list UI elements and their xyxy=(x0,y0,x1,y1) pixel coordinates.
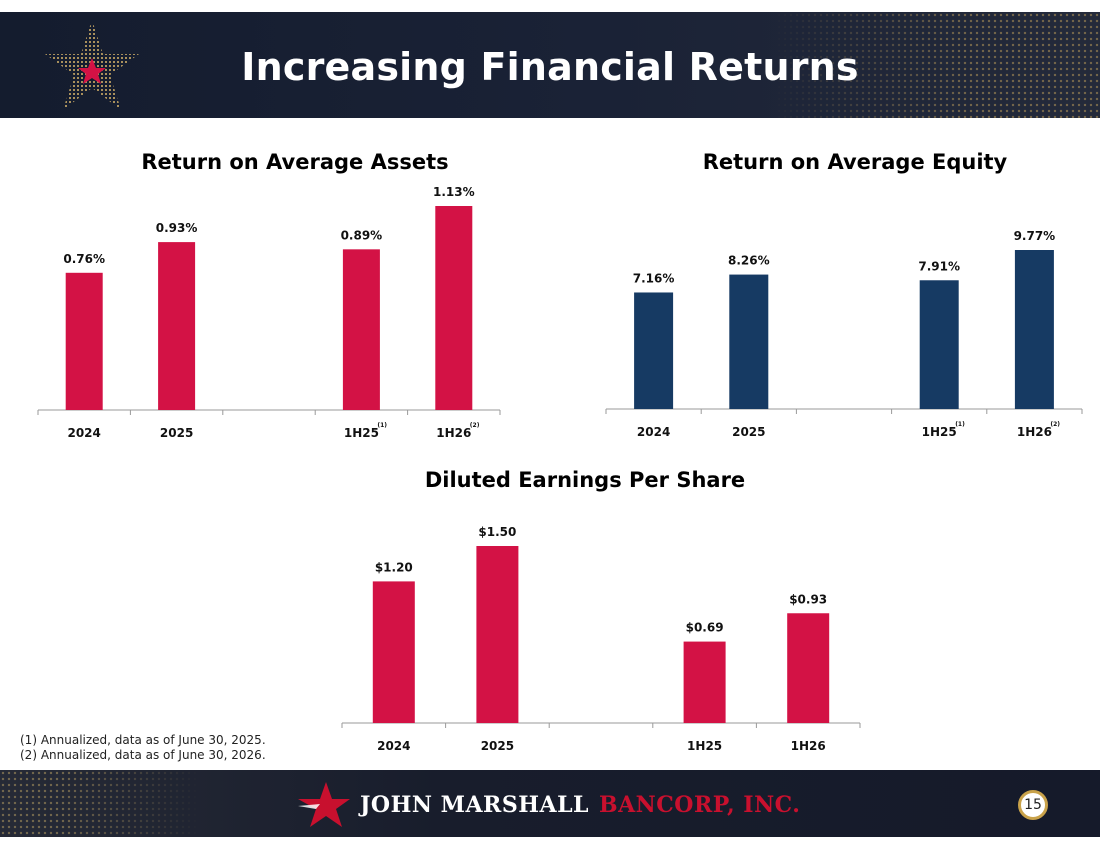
roaa-data-label-4: 0.89% xyxy=(341,228,383,242)
eps-bar-4 xyxy=(683,641,726,723)
roaa-tick-label-1: 2024 xyxy=(67,426,100,440)
company-brand: JOHN MARSHALL BANCORP, INC. xyxy=(296,780,800,830)
roaa-data-label-1: 0.76% xyxy=(63,252,105,266)
roaa-data-label-2: 0.93% xyxy=(156,221,198,235)
roaa-bar-1 xyxy=(65,272,103,410)
roaa-tick-note-5: (2) xyxy=(470,422,480,429)
eps-data-label-1: $1.20 xyxy=(375,560,413,574)
roae-tick-label-1: 2024 xyxy=(637,425,670,439)
roae-bar-1 xyxy=(634,292,674,409)
page-number-badge: 15 xyxy=(1018,790,1048,820)
roaa-bar-2 xyxy=(158,242,196,410)
eps-data-label-2: $1.50 xyxy=(478,525,516,539)
footnotes: (1) Annualized, data as of June 30, 2025… xyxy=(20,733,266,763)
footnote-1: (1) Annualized, data as of June 30, 2025… xyxy=(20,733,266,747)
brand-name-primary: JOHN MARSHALL xyxy=(360,792,590,818)
roae-bar-4 xyxy=(919,280,959,409)
roaa-bar-chart: 0.76% 2024 0.93% 2025 0.89% 1H25(1) 1.13% 1H26(… xyxy=(37,185,501,440)
roae-bar-5 xyxy=(1014,250,1054,409)
eps-chart-title: Diluted Earnings Per Share xyxy=(424,468,746,492)
eps-tick-label-5: 1H26 xyxy=(791,739,826,753)
eps-bar-chart: $1.20 2024 $1.50 2025 $0.69 1H25 $0.93 1H26 xyxy=(341,525,861,753)
gold-star-logo-icon xyxy=(45,20,139,110)
eps-tick-label-1: 2024 xyxy=(377,739,410,753)
roae-data-label-2: 8.26% xyxy=(728,254,770,268)
roaa-tick-label-5: 1H26 xyxy=(436,426,471,440)
slide-footer: JOHN MARSHALL BANCORP, INC. 15 xyxy=(0,770,1100,837)
roaa-bar-5 xyxy=(435,206,473,410)
brand-name-accent: BANCORP, INC. xyxy=(599,792,801,818)
roae-chart-title: Return on Average Equity xyxy=(702,150,1008,174)
roae-bar-chart: 7.16% 2024 8.26% 2025 7.91% 1H25(1) 9.77% 1H26(… xyxy=(605,229,1083,439)
roae-tick-label-4: 1H25 xyxy=(922,425,957,439)
roae-bar-2 xyxy=(729,274,769,409)
roae-data-label-1: 7.16% xyxy=(633,271,675,285)
roaa-tick-label-4: 1H25 xyxy=(344,426,379,440)
page-title: Increasing Financial Returns xyxy=(241,45,859,89)
eps-bar-5 xyxy=(787,613,830,723)
roaa-tick-label-2: 2025 xyxy=(160,426,193,440)
roaa-bar-4 xyxy=(342,249,380,410)
roae-data-label-5: 9.77% xyxy=(1014,229,1056,243)
roaa-chart-title: Return on Average Assets xyxy=(141,150,449,174)
roae-data-label-4: 7.91% xyxy=(918,259,960,273)
roae-tick-note-4: (1) xyxy=(955,421,965,428)
roaa-data-label-5: 1.13% xyxy=(433,185,475,199)
eps-data-label-4: $0.69 xyxy=(686,621,724,635)
eps-bar-1 xyxy=(372,581,415,723)
eps-tick-label-4: 1H25 xyxy=(687,739,722,753)
eps-bar-2 xyxy=(476,546,519,723)
roaa-tick-note-4: (1) xyxy=(377,422,387,429)
eps-data-label-5: $0.93 xyxy=(789,592,827,606)
header-dot-pattern xyxy=(770,12,1100,118)
roae-tick-label-5: 1H26 xyxy=(1017,425,1052,439)
red-star-logo-icon xyxy=(298,782,350,827)
footnote-2: (2) Annualized, data as of June 30, 2026… xyxy=(20,748,266,762)
roae-tick-note-5: (2) xyxy=(1050,421,1060,428)
eps-tick-label-2: 2025 xyxy=(481,739,514,753)
footer-dot-pattern xyxy=(0,770,200,837)
roae-tick-label-2: 2025 xyxy=(732,425,765,439)
slide-header: Increasing Financial Returns xyxy=(0,12,1100,118)
